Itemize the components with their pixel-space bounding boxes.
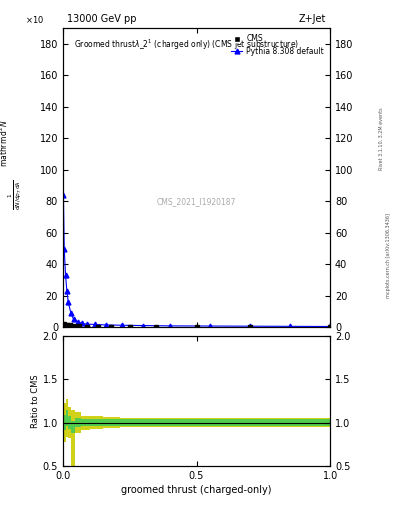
Bar: [176, 418, 223, 427]
Text: Rivet 3.1.10, 3.2M events: Rivet 3.1.10, 3.2M events: [379, 107, 384, 169]
Y-axis label: Ratio to CMS: Ratio to CMS: [31, 374, 40, 428]
X-axis label: groomed thrust (charged-only): groomed thrust (charged-only): [121, 485, 272, 495]
Text: Z+Jet: Z+Jet: [299, 13, 326, 24]
Bar: [63, 415, 66, 431]
Bar: [71, 421, 75, 433]
Bar: [223, 419, 277, 426]
Bar: [277, 418, 330, 427]
Text: Groomed thrust$\lambda\_2^1$ (charged only) (CMS jet substructure): Groomed thrust$\lambda\_2^1$ (charged on…: [73, 37, 299, 52]
Bar: [103, 419, 120, 426]
Bar: [68, 416, 71, 429]
Bar: [75, 412, 81, 433]
Text: $\mathrm{mathrm\,d}^2N$: $\mathrm{mathrm\,d}^2N$: [0, 119, 10, 167]
Bar: [103, 417, 120, 428]
Text: $\frac{1}{\mathrm{d}N/\mathrm{d}p_T\,\mathrm{d}\lambda}$: $\frac{1}{\mathrm{d}N/\mathrm{d}p_T\,\ma…: [7, 179, 24, 210]
Bar: [120, 418, 143, 427]
Bar: [176, 419, 223, 426]
Bar: [71, 410, 75, 479]
Bar: [75, 418, 81, 427]
Bar: [81, 416, 90, 430]
Text: $\times10$: $\times10$: [26, 14, 44, 25]
Bar: [90, 419, 103, 426]
Bar: [68, 407, 71, 438]
Bar: [277, 419, 330, 426]
Bar: [120, 419, 143, 426]
Bar: [143, 418, 176, 427]
Text: CMS_2021_I1920187: CMS_2021_I1920187: [157, 197, 236, 206]
Bar: [66, 399, 68, 437]
Bar: [81, 419, 90, 426]
Bar: [66, 411, 68, 426]
Bar: [223, 418, 277, 427]
Text: 13000 GeV pp: 13000 GeV pp: [67, 13, 136, 24]
Bar: [63, 403, 66, 442]
Text: mcplots.cern.ch [arXiv:1306.3436]: mcplots.cern.ch [arXiv:1306.3436]: [386, 214, 391, 298]
Bar: [143, 419, 176, 426]
Bar: [90, 416, 103, 429]
Legend: CMS, Pythia 8.308 default: CMS, Pythia 8.308 default: [229, 32, 326, 58]
